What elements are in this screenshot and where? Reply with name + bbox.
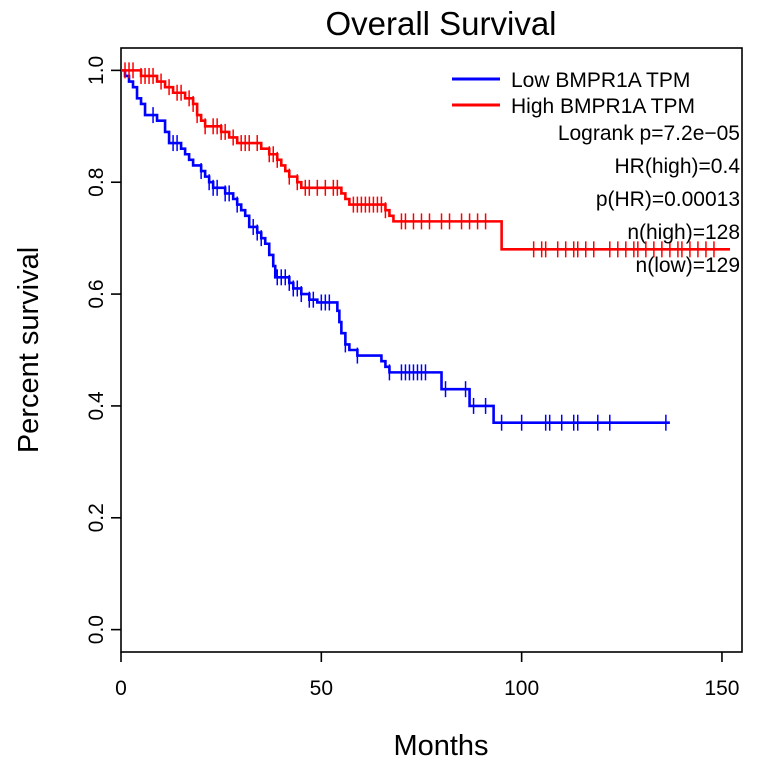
hazard-ratio: HR(high)=0.4 <box>615 155 741 178</box>
y-axis-label: Percent survival <box>13 247 45 453</box>
y-axis: 0.0 0.2 0.4 0.6 0.8 1.0 <box>85 56 121 644</box>
plot-frame <box>120 47 743 653</box>
legend-label-low: Low BMPR1A TPM <box>511 69 690 92</box>
y-tick-label: 0.8 <box>85 168 108 197</box>
logrank-p-value: Logrank p=7.2e−05 <box>558 122 740 145</box>
x-tick-label: 150 <box>704 677 739 700</box>
y-tick-label: 0.6 <box>85 279 108 308</box>
survival-curves <box>121 62 730 431</box>
chart-title: Overall Survival <box>325 5 556 42</box>
hazard-ratio-p-value: p(HR)=0.00013 <box>596 188 740 211</box>
y-tick-label: 0.4 <box>85 391 108 421</box>
x-tick-label: 0 <box>115 677 127 700</box>
x-tick-label: 100 <box>504 677 539 700</box>
legend: Low BMPR1A TPM High BMPR1A TPM <box>452 69 695 118</box>
legend-label-high: High BMPR1A TPM <box>511 95 695 118</box>
n-low: n(low)=129 <box>636 254 740 277</box>
n-high: n(high)=128 <box>627 221 740 244</box>
x-tick-label: 50 <box>310 677 333 700</box>
statistics-annotations: Logrank p=7.2e−05 HR(high)=0.4 p(HR)=0.0… <box>558 122 740 277</box>
y-tick-label: 0.0 <box>85 615 108 644</box>
y-tick-label: 1.0 <box>85 56 108 85</box>
x-axis: 0 50 100 150 <box>115 652 739 700</box>
x-axis-label: Months <box>393 730 488 762</box>
y-tick-label: 0.2 <box>85 503 108 532</box>
